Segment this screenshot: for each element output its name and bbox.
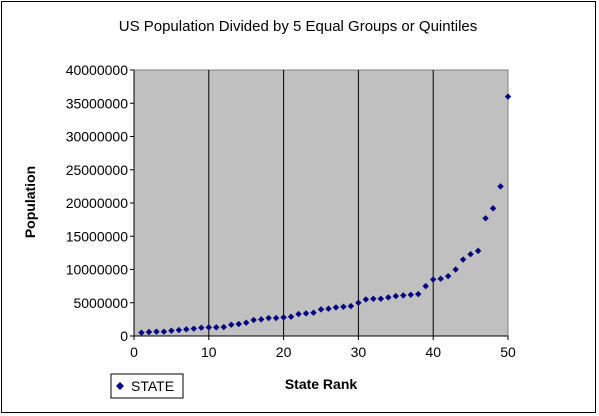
plot-area — [133, 69, 509, 337]
data-point — [415, 290, 422, 298]
data-point — [198, 324, 205, 331]
data-point — [175, 326, 183, 334]
data-point — [183, 326, 190, 333]
data-point — [213, 324, 220, 331]
x-tick-label: 20 — [276, 344, 292, 360]
data-point — [257, 316, 265, 323]
y-tick-label: 5000000 — [73, 295, 128, 311]
y-tick-label: 10000000 — [66, 262, 129, 278]
data-point — [265, 314, 272, 322]
data-point — [243, 319, 250, 326]
legend: STATE — [110, 373, 184, 399]
x-axis-title: State Rank — [285, 376, 358, 392]
data-point — [355, 299, 362, 306]
data-point — [385, 294, 392, 301]
data-point — [295, 310, 302, 318]
data-point — [153, 328, 160, 335]
data-point — [317, 306, 325, 313]
data-point — [302, 310, 310, 317]
data-point — [250, 316, 257, 324]
y-tick-label: 0 — [120, 328, 128, 344]
data-point — [287, 313, 295, 320]
data-point — [340, 303, 347, 310]
y-axis-title: Population — [22, 166, 38, 238]
data-point — [482, 215, 489, 222]
data-point — [430, 276, 437, 283]
data-point — [160, 328, 168, 335]
data-point — [452, 266, 459, 273]
y-tick-label: 35000000 — [66, 95, 129, 111]
chart-title: US Population Divided by 5 Equal Groups … — [119, 18, 478, 35]
data-point — [504, 93, 512, 100]
data-point — [347, 302, 355, 310]
data-point — [400, 292, 407, 299]
data-point — [190, 325, 198, 332]
data-point — [310, 309, 317, 316]
y-tick-label: 20000000 — [66, 195, 129, 211]
data-point — [235, 320, 242, 328]
data-point — [272, 314, 280, 322]
data-points — [138, 93, 512, 336]
y-tick-label: 30000000 — [66, 129, 129, 145]
x-tick-label: 0 — [130, 344, 138, 360]
axes: 0 5000000 10000000 15000000 20000000 25000000… — [66, 62, 516, 360]
data-point — [168, 327, 175, 334]
data-point — [145, 328, 153, 336]
x-tick-label: 50 — [500, 344, 516, 360]
gridlines — [208, 70, 434, 336]
data-point — [332, 304, 340, 311]
legend-marker-diamond-icon — [116, 382, 124, 390]
data-point — [205, 324, 212, 331]
data-point — [459, 256, 467, 263]
y-tick-label: 25000000 — [66, 162, 129, 178]
data-point — [377, 295, 385, 302]
data-point — [474, 247, 482, 255]
data-point — [497, 183, 504, 190]
x-tick-label: 40 — [425, 344, 441, 360]
data-point — [228, 321, 235, 328]
y-tick-label: 40000000 — [66, 62, 129, 78]
data-point — [467, 251, 474, 258]
data-point — [220, 323, 227, 331]
data-point — [489, 205, 497, 212]
legend-box — [110, 373, 184, 399]
data-point — [437, 275, 444, 283]
x-tick-label: 30 — [351, 344, 367, 360]
data-point — [325, 305, 332, 312]
legend-label: STATE — [131, 378, 174, 394]
data-point — [362, 296, 370, 303]
data-point — [138, 329, 145, 336]
data-point — [370, 295, 377, 302]
data-point — [444, 272, 452, 280]
data-point — [407, 291, 414, 298]
data-point — [280, 314, 287, 321]
data-point — [422, 282, 429, 290]
x-tick-label: 10 — [201, 344, 217, 360]
data-point — [392, 292, 399, 300]
y-tick-label: 15000000 — [66, 228, 129, 244]
